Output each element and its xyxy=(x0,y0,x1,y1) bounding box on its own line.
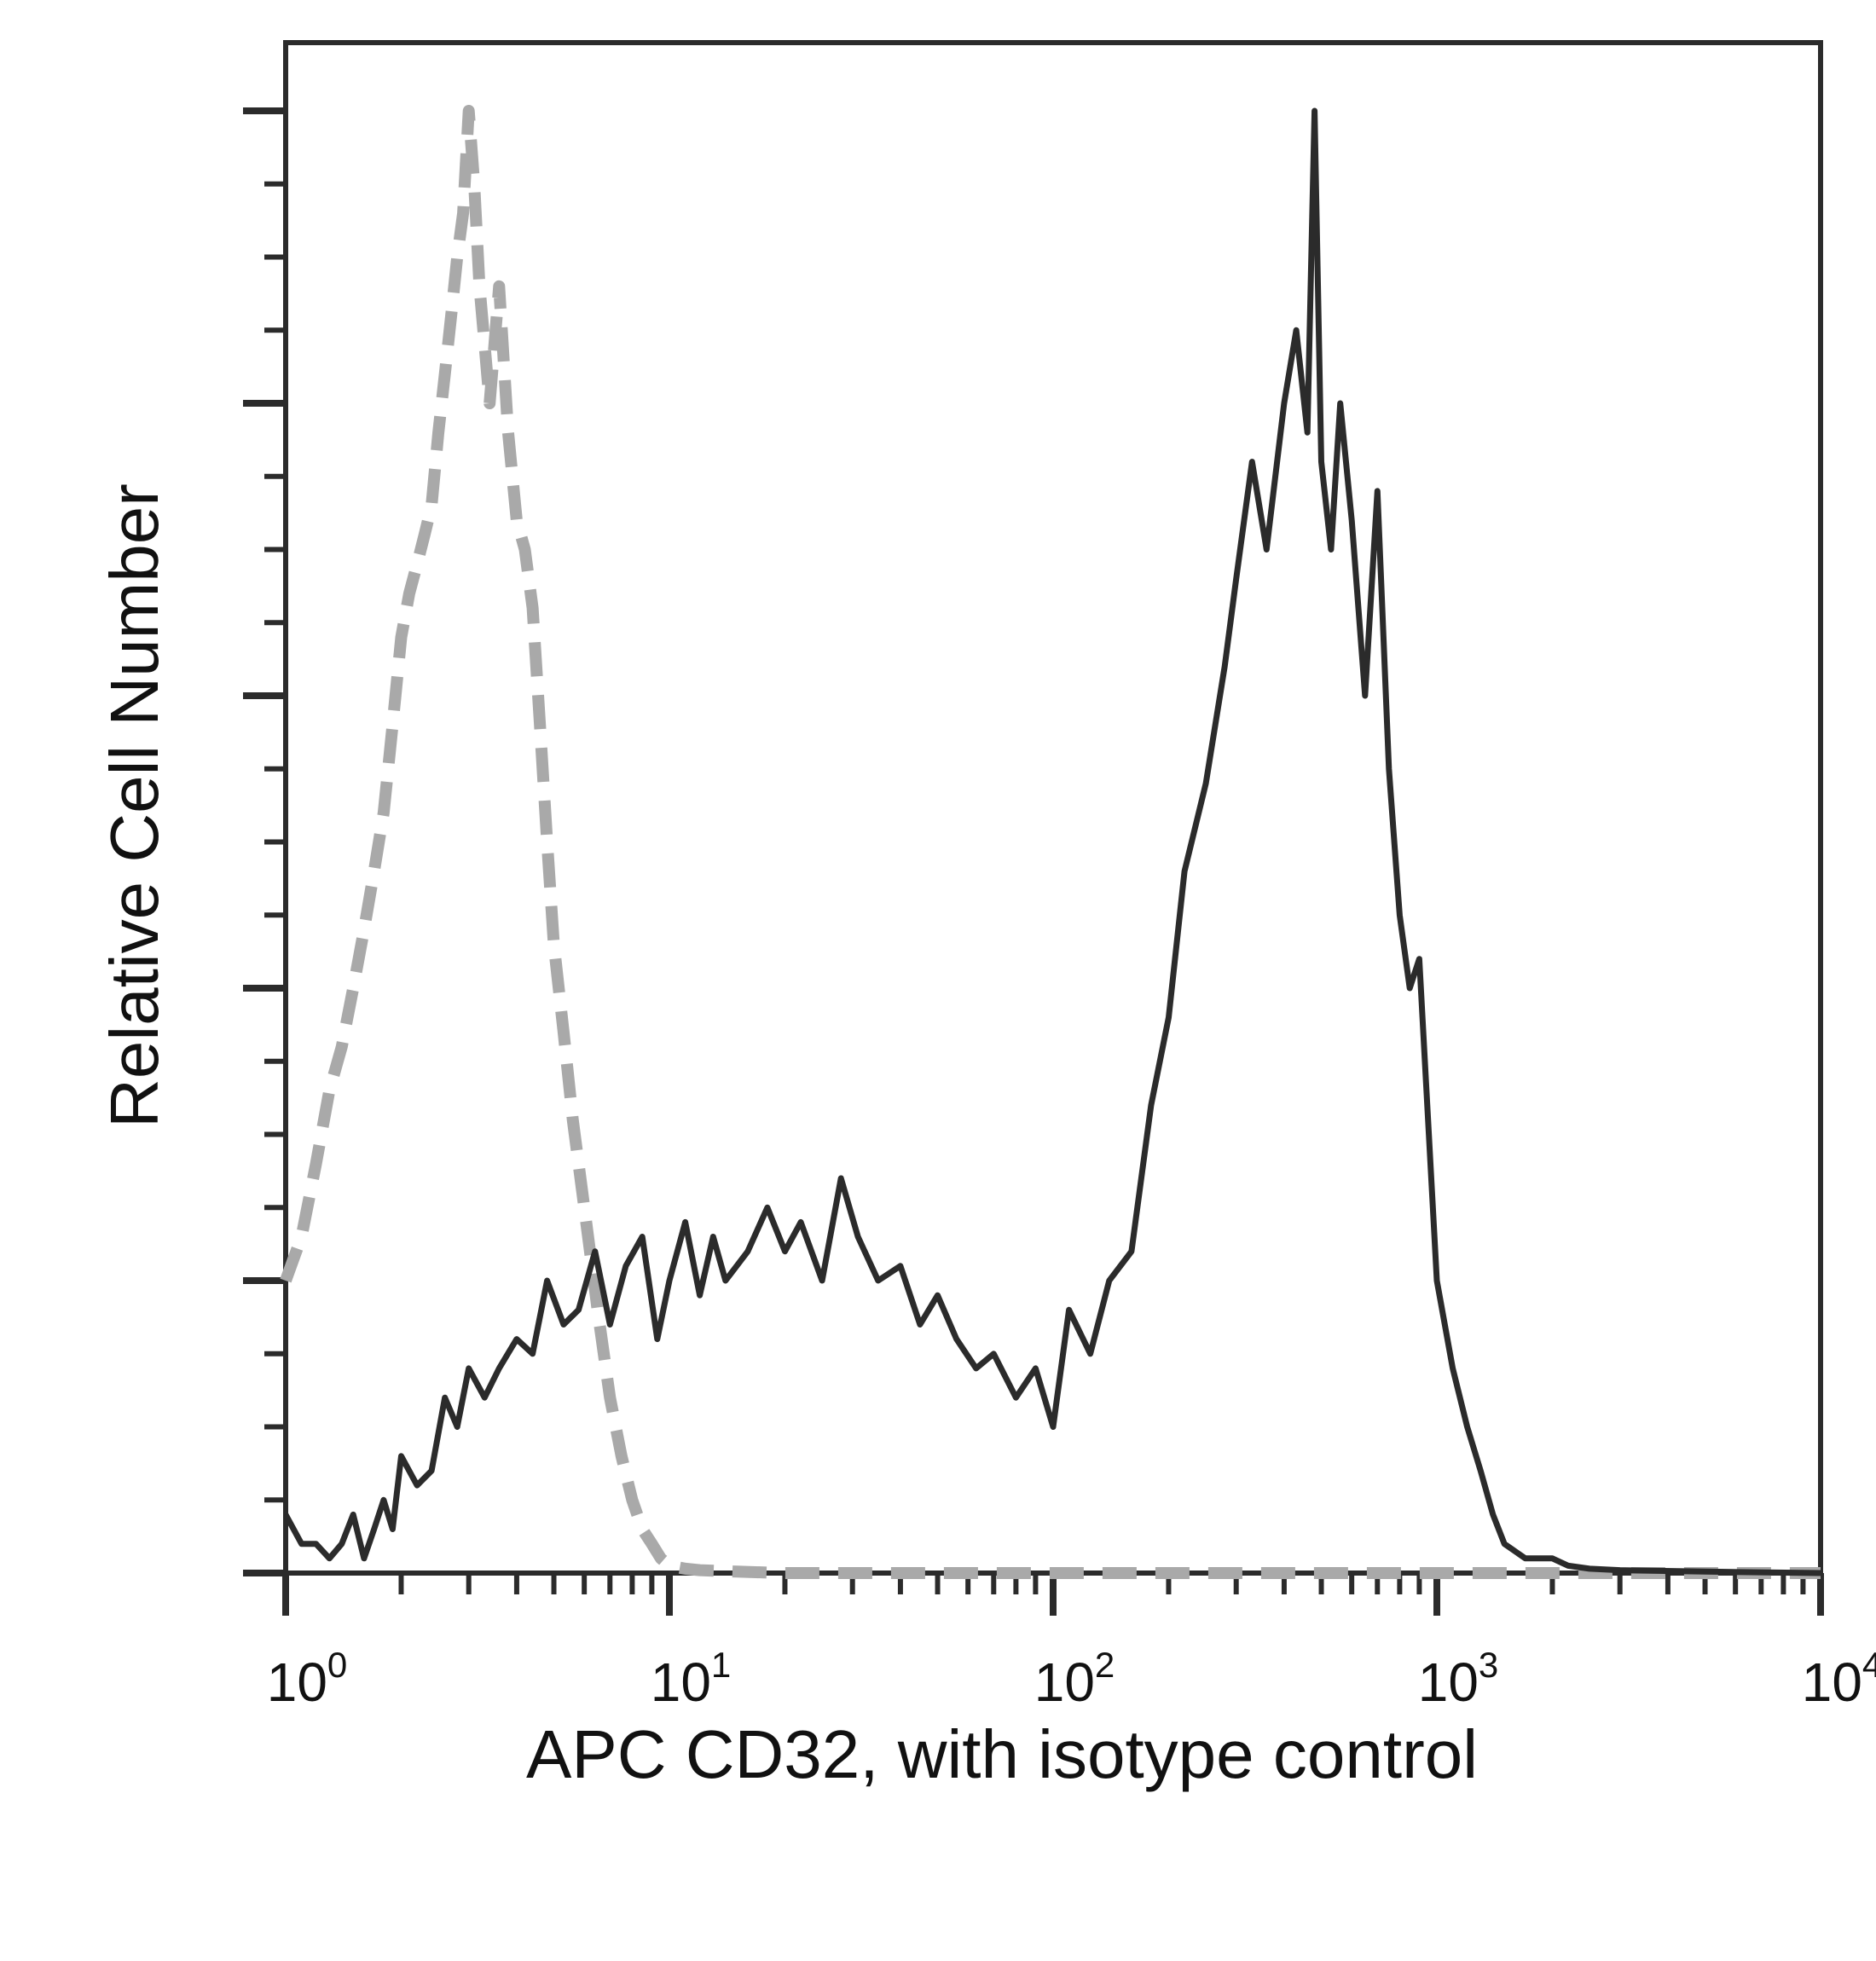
x-tick-label-exponent: 0 xyxy=(327,1645,347,1685)
x-tick-label-base: 10 xyxy=(267,1652,327,1713)
x-tick-label: 104 xyxy=(1802,1645,1876,1713)
x-tick-label-base: 10 xyxy=(1802,1652,1862,1713)
x-tick-label: 101 xyxy=(651,1645,732,1713)
x-tick-label-base: 10 xyxy=(651,1652,711,1713)
isotype-control-series xyxy=(280,105,1821,1579)
x-axis-tick-labels: 100 101 102 103 104 xyxy=(267,1645,1876,1713)
x-axis-title: APC CD32, with isotype control xyxy=(526,1716,1478,1792)
x-tick-label-exponent: 3 xyxy=(1479,1645,1498,1685)
x-tick-label-base: 10 xyxy=(1034,1652,1095,1713)
x-axis-ticks xyxy=(282,1573,1824,1616)
x-tick-label-base: 10 xyxy=(1418,1652,1479,1713)
series-layer xyxy=(280,105,1821,1579)
x-tick-label-exponent: 2 xyxy=(1095,1645,1115,1685)
x-tick-label-exponent: 1 xyxy=(711,1645,731,1685)
y-axis-title: Relative Cell Number xyxy=(96,483,172,1128)
x-tick-label: 102 xyxy=(1034,1645,1115,1713)
x-tick-label: 103 xyxy=(1418,1645,1499,1713)
x-tick-label-exponent: 4 xyxy=(1862,1645,1876,1685)
cd32-stained-series xyxy=(282,107,1821,1576)
y-axis-ticks xyxy=(243,107,286,1576)
x-tick-label: 100 xyxy=(267,1645,348,1713)
